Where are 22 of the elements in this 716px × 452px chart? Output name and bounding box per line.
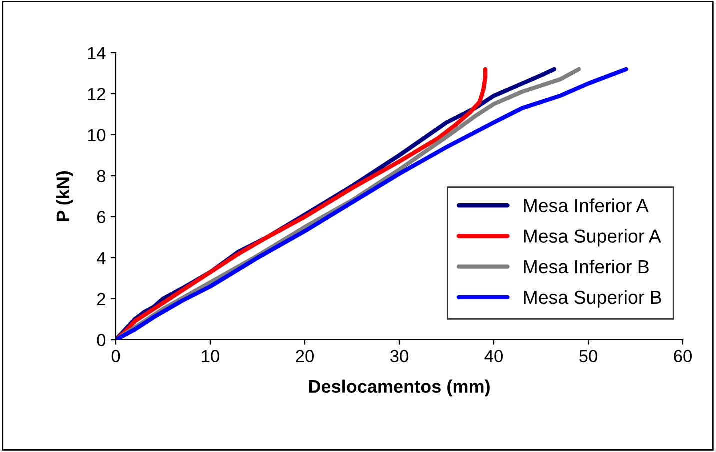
- legend-label: Mesa Superior B: [524, 290, 662, 308]
- y-tick-label: 12: [88, 88, 106, 100]
- x-tick-label: 10: [202, 350, 220, 362]
- x-tick-label: 50: [580, 350, 598, 362]
- x-tick-label: 30: [390, 350, 408, 362]
- x-tick-label: 0: [112, 350, 120, 362]
- y-axis-title: P (kN): [56, 171, 74, 222]
- y-tick-label: 8: [97, 170, 106, 182]
- x-tick-label: 40: [484, 350, 503, 362]
- y-tick-label: 4: [97, 252, 106, 264]
- x-axis-title: Deslocamentos (mm): [309, 380, 490, 397]
- legend-label: Mesa Superior A: [524, 229, 662, 247]
- line-series: [116, 67, 488, 340]
- y-tick-label: 2: [97, 293, 106, 306]
- y-tick-label: 14: [88, 47, 106, 60]
- y-tick-label: 6: [98, 211, 106, 224]
- y-tick-label: 10: [88, 129, 106, 142]
- legend-label: Mesa Inferior B: [524, 260, 649, 274]
- y-tick-label: 0: [97, 334, 106, 346]
- legend-label: Mesa Inferior A: [524, 198, 649, 212]
- x-tick-label: 60: [674, 350, 692, 362]
- x-tick-label: 20: [296, 350, 314, 362]
